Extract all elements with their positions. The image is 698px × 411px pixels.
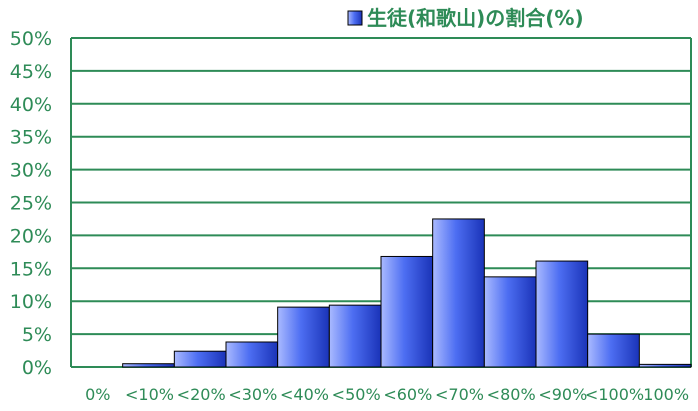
x-tick-label: 100%	[643, 385, 689, 404]
y-tick-label: 40%	[10, 94, 52, 116]
bar	[277, 306, 330, 368]
x-tick-label: <50%	[332, 385, 381, 404]
y-tick-label: 25%	[10, 193, 52, 215]
bar	[225, 341, 279, 368]
bar	[122, 363, 175, 368]
y-tick-label: 35%	[10, 127, 52, 149]
y-tick-label: 50%	[10, 28, 52, 50]
y-tick-label: 5%	[22, 324, 52, 346]
bar	[535, 260, 589, 368]
x-axis-tick-labels: 0% <10% <20% <30% <40% <50% <60% <70% <80% <90%<1…	[85, 385, 689, 404]
x-tick-label: <80%	[487, 385, 536, 404]
bar	[328, 304, 382, 368]
x-tick-label: <100%	[585, 385, 644, 404]
x-tick-label: <40%	[280, 385, 329, 404]
y-tick-label: 45%	[10, 61, 52, 83]
legend-swatch	[347, 10, 363, 26]
bar	[587, 333, 640, 368]
x-tick-label: <30%	[228, 385, 277, 404]
x-tick-label: <90%	[538, 385, 587, 404]
x-tick-label: <20%	[177, 385, 226, 404]
bar	[638, 363, 692, 368]
legend: 生徒(和歌山)の割合(%)	[347, 6, 584, 30]
y-tick-label: 20%	[10, 225, 52, 247]
bar	[432, 218, 485, 368]
y-tick-label: 0%	[22, 357, 52, 379]
gridlines	[70, 37, 692, 368]
x-tick-label: <60%	[383, 385, 432, 404]
x-tick-label: <70%	[435, 385, 484, 404]
x-tick-label: 0%	[85, 385, 110, 404]
legend-label: 生徒(和歌山)の割合(%)	[367, 6, 584, 30]
y-tick-label: 15%	[10, 258, 52, 280]
x-tick-label: <10%	[125, 385, 174, 404]
bar	[483, 276, 537, 368]
y-tick-label: 10%	[10, 291, 52, 313]
bar	[173, 350, 227, 368]
y-axis-tick-labels: 0% 5% 10% 15% 20% 25% 30% 35% 40% 45% 50%	[10, 28, 52, 379]
y-tick-label: 30%	[10, 160, 52, 182]
bars	[122, 218, 692, 368]
bar	[380, 255, 434, 368]
